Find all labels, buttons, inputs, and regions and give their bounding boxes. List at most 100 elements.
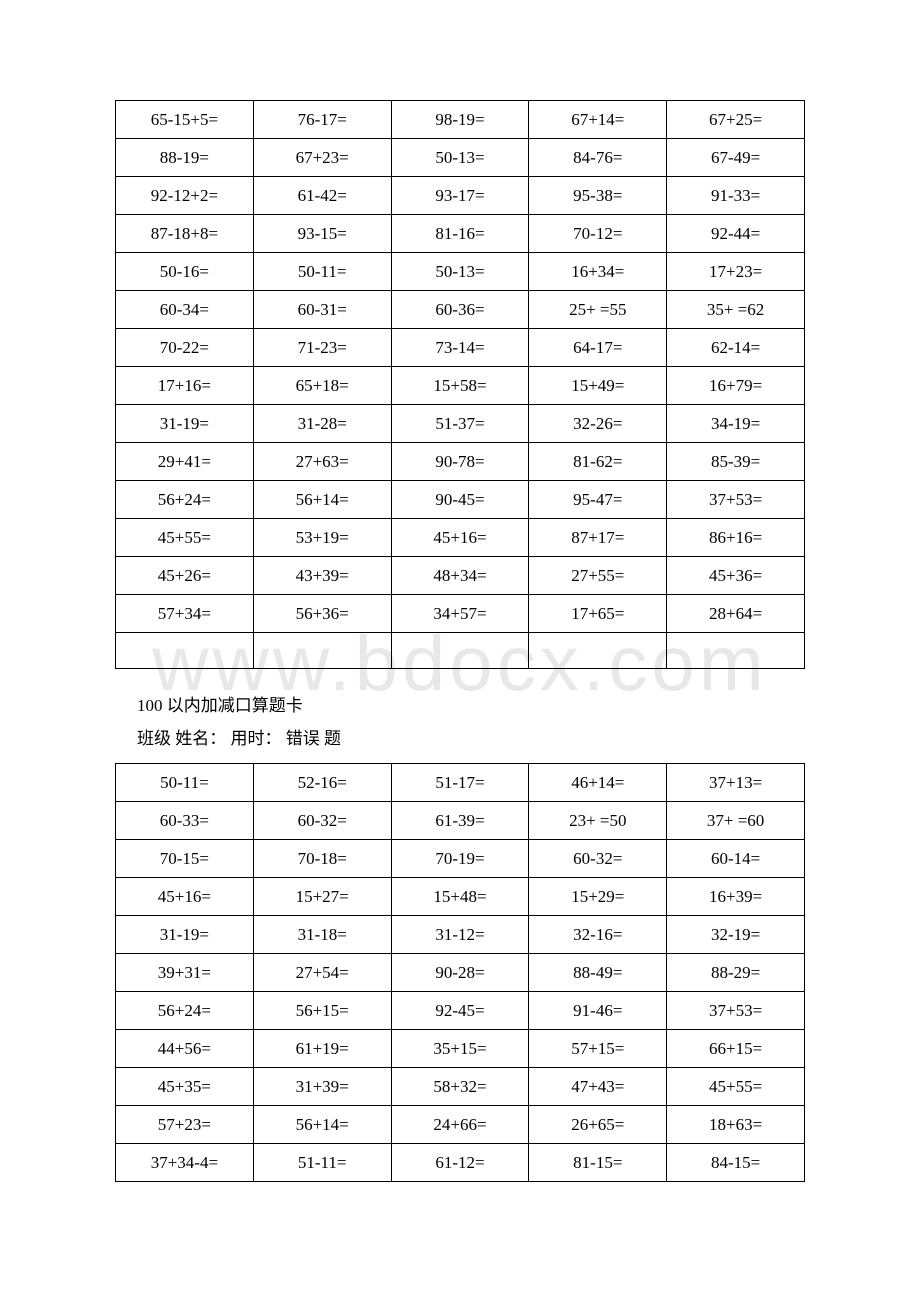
table-cell: 60-14= [667,840,805,878]
table-row: 70-22=71-23=73-14=64-17=62-14= [116,329,805,367]
table-cell: 56+24= [116,992,254,1030]
table-cell: 88-49= [529,954,667,992]
table-cell: 43+39= [253,557,391,595]
table-cell: 45+16= [116,878,254,916]
table-cell: 50-13= [391,139,529,177]
table-cell: 86+16= [667,519,805,557]
table-cell: 15+27= [253,878,391,916]
table-cell: 35+15= [391,1030,529,1068]
table-cell: 32-19= [667,916,805,954]
table-row: 29+41=27+63=90-78=81-62=85-39= [116,443,805,481]
table-cell: 70-19= [391,840,529,878]
table-cell: 27+55= [529,557,667,595]
table-cell: 84-15= [667,1144,805,1182]
table-cell: 31-19= [116,405,254,443]
table-cell: 16+39= [667,878,805,916]
table-cell: 98-19= [391,101,529,139]
table-cell: 27+54= [253,954,391,992]
table-cell: 67+14= [529,101,667,139]
table-cell: 37+53= [667,992,805,1030]
table-row: 39+31=27+54=90-28=88-49=88-29= [116,954,805,992]
table-cell: 47+43= [529,1068,667,1106]
table-cell: 53+19= [253,519,391,557]
table-cell: 45+26= [116,557,254,595]
table-cell: 95-47= [529,481,667,519]
table-row: 44+56=61+19=35+15=57+15=66+15= [116,1030,805,1068]
table-cell: 71-23= [253,329,391,367]
table-row: 50-11=52-16=51-17=46+14=37+13= [116,764,805,802]
table-cell: 93-17= [391,177,529,215]
table-row: 50-16=50-11=50-13=16+34=17+23= [116,253,805,291]
table-cell: 88-29= [667,954,805,992]
table-cell: 92-12+2= [116,177,254,215]
table-cell: 81-15= [529,1144,667,1182]
table-cell: 15+49= [529,367,667,405]
table-cell: 45+35= [116,1068,254,1106]
table-cell: 48+34= [391,557,529,595]
table-cell: 58+32= [391,1068,529,1106]
table-cell: 91-46= [529,992,667,1030]
table-row: 88-19=67+23=50-13=84-76=67-49= [116,139,805,177]
table-cell: 52-16= [253,764,391,802]
table-cell: 56+24= [116,481,254,519]
table-cell: 64-17= [529,329,667,367]
table-cell: 92-45= [391,992,529,1030]
table-cell: 60-32= [529,840,667,878]
table-cell: 61-42= [253,177,391,215]
table-cell: 61-39= [391,802,529,840]
table-cell: 56+14= [253,1106,391,1144]
table-row: 17+16=65+18=15+58=15+49=16+79= [116,367,805,405]
table-row: 57+34=56+36=34+57=17+65=28+64= [116,595,805,633]
table-cell: 60-33= [116,802,254,840]
table-cell: 73-14= [391,329,529,367]
table-cell: 27+63= [253,443,391,481]
table-cell: 57+34= [116,595,254,633]
section-sub: 班级 姓名： 用时： 错误 题 [137,724,805,749]
math-table-2: 50-11=52-16=51-17=46+14=37+13=60-33=60-3… [115,763,805,1182]
table-cell: 56+14= [253,481,391,519]
table-row: 92-12+2=61-42=93-17=95-38=91-33= [116,177,805,215]
table-cell: 50-11= [116,764,254,802]
table-cell [253,633,391,669]
table-cell: 17+23= [667,253,805,291]
table-cell: 39+31= [116,954,254,992]
table-row: 31-19=31-18=31-12=32-16=32-19= [116,916,805,954]
table-cell: 45+55= [116,519,254,557]
table-cell: 70-15= [116,840,254,878]
table-cell: 17+16= [116,367,254,405]
table-cell: 87+17= [529,519,667,557]
table-cell: 95-38= [529,177,667,215]
table-cell: 23+ =50 [529,802,667,840]
table-cell: 29+41= [116,443,254,481]
table-cell: 50-13= [391,253,529,291]
table-cell: 28+64= [667,595,805,633]
table-cell: 91-33= [667,177,805,215]
table-row: 45+26=43+39=48+34=27+55=45+36= [116,557,805,595]
table-cell: 84-76= [529,139,667,177]
table-cell: 61-12= [391,1144,529,1182]
table-row: 56+24=56+15=92-45=91-46=37+53= [116,992,805,1030]
table-cell: 15+58= [391,367,529,405]
table-cell [667,633,805,669]
table-row: 45+16=15+27=15+48=15+29=16+39= [116,878,805,916]
table-row: 31-19=31-28=51-37=32-26=34-19= [116,405,805,443]
table-cell: 85-39= [667,443,805,481]
table-cell: 51-17= [391,764,529,802]
table-cell: 37+ =60 [667,802,805,840]
table-cell: 45+36= [667,557,805,595]
table-cell: 37+13= [667,764,805,802]
table-cell: 57+23= [116,1106,254,1144]
table-cell: 90-28= [391,954,529,992]
table-cell: 76-17= [253,101,391,139]
table-cell: 61+19= [253,1030,391,1068]
table-row: 60-33=60-32=61-39=23+ =5037+ =60 [116,802,805,840]
table-cell [391,633,529,669]
page: 65-15+5=76-17=98-19=67+14=67+25=88-19=67… [0,0,920,1242]
table-row: 45+55=53+19=45+16=87+17=86+16= [116,519,805,557]
table-cell: 34-19= [667,405,805,443]
table-cell: 35+ =62 [667,291,805,329]
table-cell: 60-34= [116,291,254,329]
table-cell: 32-16= [529,916,667,954]
table-cell: 51-37= [391,405,529,443]
table-cell: 65-15+5= [116,101,254,139]
